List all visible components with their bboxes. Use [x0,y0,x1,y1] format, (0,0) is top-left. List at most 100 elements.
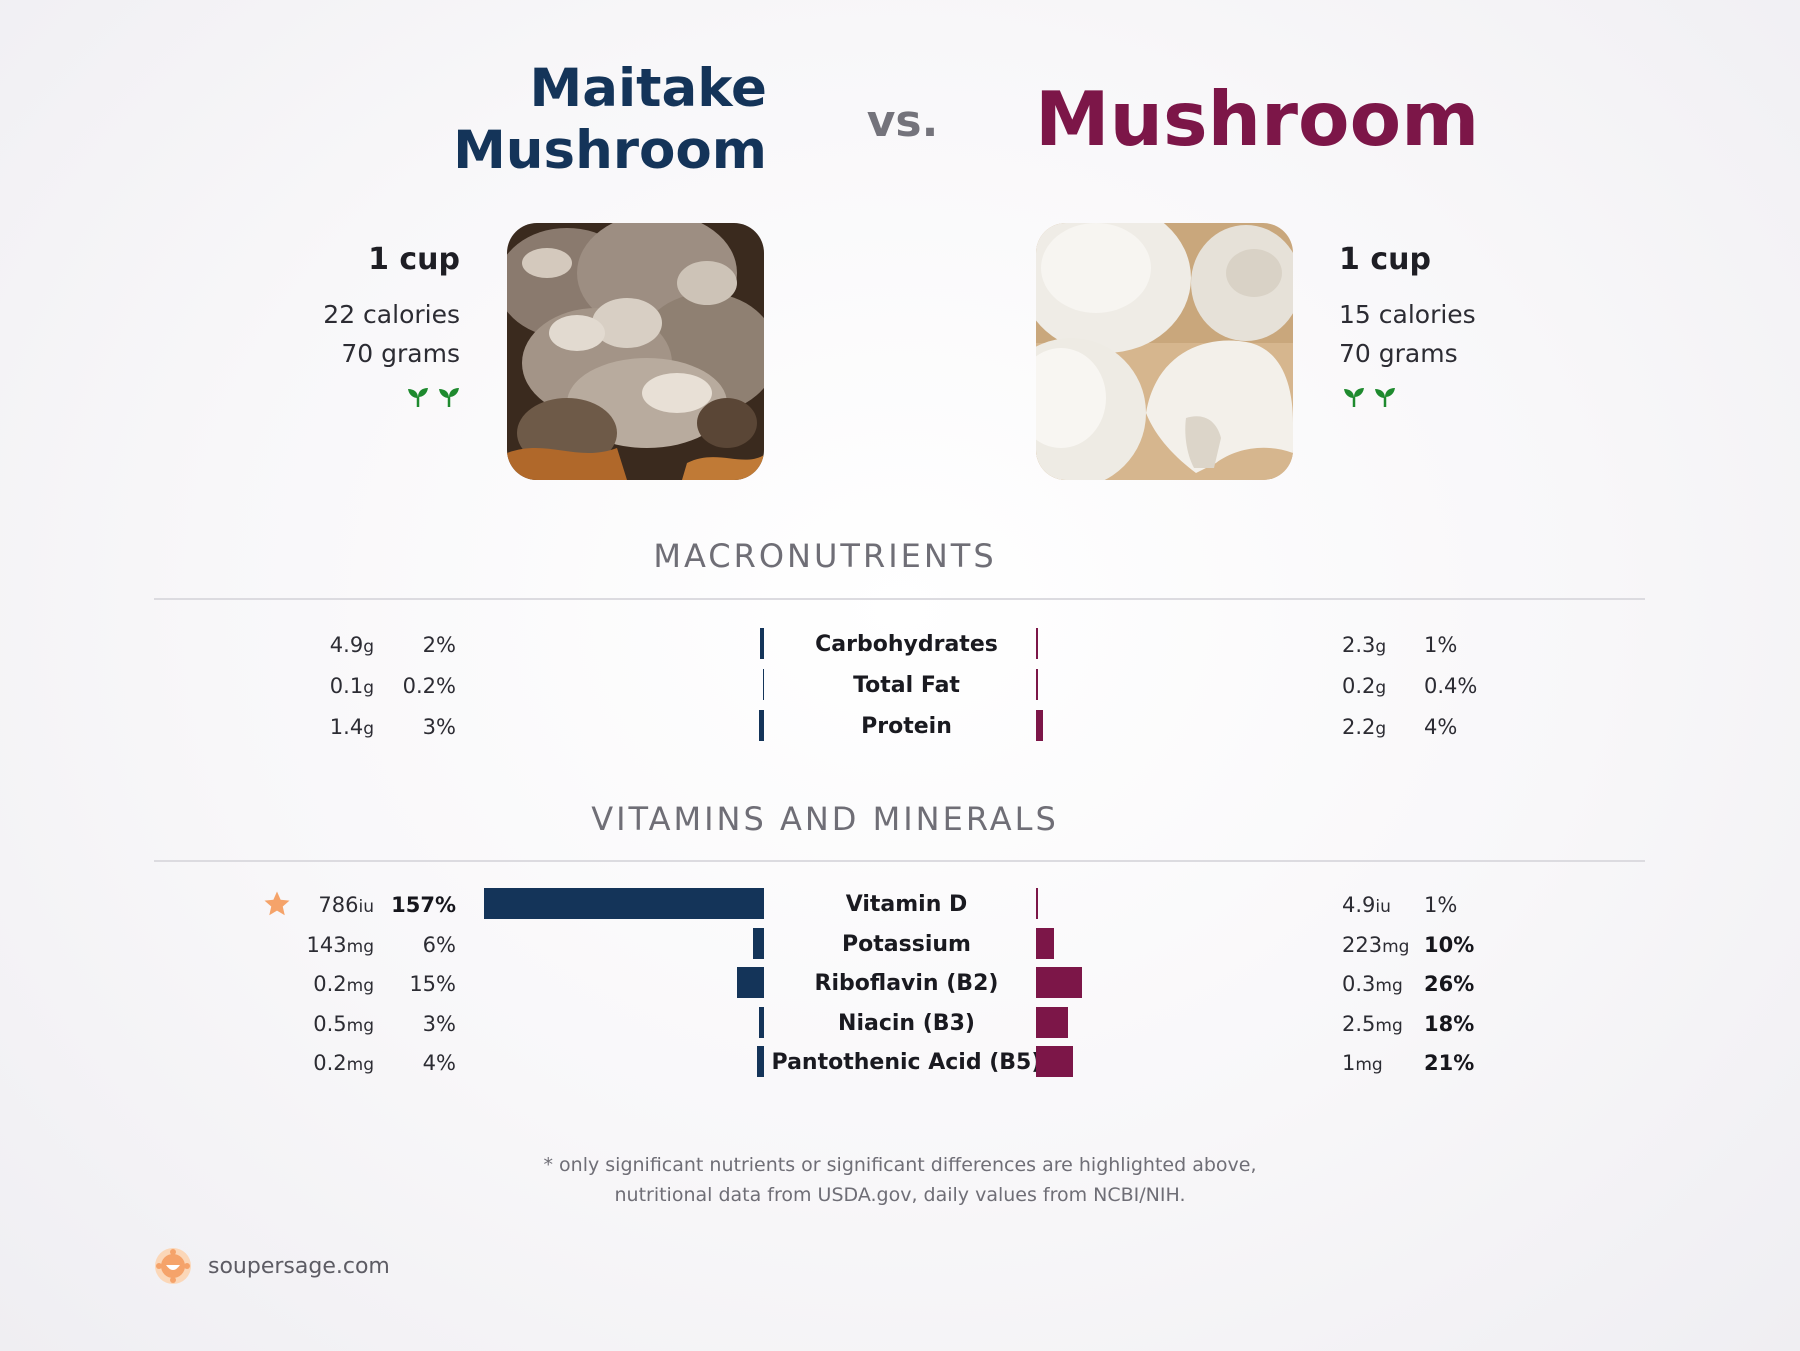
nutrient-label: Protein [861,714,952,739]
right-amount: 0.2g [1342,674,1386,698]
right-amount-unit: mg [1375,1015,1403,1036]
left-amount-unit: mg [346,936,374,957]
right-grams: 70 grams [1339,339,1458,368]
left-amount: 0.5mg [313,1012,374,1036]
left-food-title: Maitake Mushroom [300,58,767,182]
soupersage-logo-icon [153,1246,193,1290]
sprout-icon [1375,388,1396,407]
right-percent: 18% [1424,1011,1475,1036]
right-percent: 26% [1424,972,1475,996]
right-amount: 223mg [1342,933,1409,957]
right-percent: 4% [1424,715,1458,739]
left-amount-value: 786 [318,893,359,917]
left-amount-value: 0.2 [313,972,347,996]
right-amount-unit: iu [1375,897,1391,917]
right-bar [1036,1046,1074,1077]
right-percent: 0.4% [1424,674,1478,698]
right-bar [1036,628,1038,659]
star-icon [262,889,292,923]
nutrient-label: Carbohydrates [815,632,998,657]
left-bar [758,1006,764,1038]
right-amount: 2.2g [1342,715,1386,739]
left-percent: 4% [422,1051,456,1075]
left-bar [753,927,764,959]
nutrient-row: 0.5mg 3% Niacin (B3) 2.5mg 18% [0,1004,1800,1044]
left-percent: 3% [422,1011,456,1036]
right-calories: 15 calories [1339,300,1476,329]
right-amount-value: 223 [1342,932,1383,957]
vitamins-minerals-title: VITAMINS AND MINERALS [591,800,1059,838]
right-amount: 1mg [1342,1051,1383,1075]
right-amount: 2.3g [1342,633,1386,657]
nutrient-row: 0.2mg 4% Pantothenic Acid (B5) 1mg 21% [0,1043,1800,1083]
right-bar [1036,888,1038,919]
right-amount-value: 2.3 [1342,633,1376,657]
left-vegan-icons [160,386,460,412]
left-amount-value: 143 [306,932,347,957]
left-amount: 1.4g [330,715,374,739]
left-percent: 3% [422,715,456,739]
left-bar [484,888,764,919]
brand-name: soupersage.com [208,1254,390,1279]
sprout-icon [439,388,459,407]
nutrient-row: 786iu 157% Vitamin D 4.9iu 1% [0,885,1800,925]
left-bar [756,1046,764,1077]
right-amount-unit: mg [1355,1055,1383,1075]
sprout-icon [407,388,428,407]
left-amount: 0.2mg [313,972,374,996]
left-amount-unit: mg [346,1015,374,1036]
macronutrients-divider [154,598,1645,600]
right-amount-value: 2.2 [1342,715,1376,739]
left-amount-value: 0.1 [329,674,364,698]
left-amount-unit: g [363,678,374,698]
right-amount: 0.3mg [1342,972,1403,996]
nutrient-label: Vitamin D [845,892,968,917]
right-bar [1036,927,1054,959]
left-calories: 22 calories [323,300,460,329]
right-percent: 10% [1424,932,1475,957]
right-amount-value: 1 [1342,1051,1356,1075]
left-title-line2: Mushroom [453,120,767,181]
vs-label: vs. [866,96,939,147]
right-amount-unit: g [1375,678,1387,698]
left-amount: 786iu [318,893,374,917]
right-amount-unit: g [1375,719,1387,739]
left-percent: 15% [409,972,456,996]
right-amount-unit: g [1375,637,1387,657]
left-percent: 2% [422,633,456,657]
right-percent: 1% [1424,893,1458,917]
right-amount-unit: mg [1382,936,1410,957]
left-amount-value: 4.9 [329,633,364,657]
left-amount-value: 0.2 [313,1051,347,1075]
left-bar [737,967,764,998]
nutrient-label: Total Fat [853,673,960,698]
left-percent: 157% [391,893,456,917]
left-amount-unit: mg [346,1055,374,1075]
left-bar [758,710,764,741]
nutrient-label: Niacin (B3) [838,1010,975,1036]
left-bar [762,669,764,700]
nutrient-label: Riboflavin (B2) [814,971,999,996]
left-amount: 0.2mg [313,1051,374,1075]
right-bar [1036,710,1044,741]
left-amount: 143mg [307,933,374,957]
right-amount-value: 0.2 [1342,674,1376,698]
sprout-icon [1344,388,1364,407]
nutrient-row: 1.4g 3% Protein 2.2g 4% [0,707,1800,747]
left-amount-value: 1.4 [329,715,364,739]
nutrient-label: Pantothenic Acid (B5) [771,1050,1042,1075]
left-amount-unit: g [363,719,374,739]
right-amount-value: 2.5 [1342,1011,1376,1036]
footnote-line2: nutritional data from USDA.gov, daily va… [614,1184,1186,1206]
right-amount-value: 0.3 [1342,972,1376,996]
left-amount-unit: iu [358,897,375,917]
right-bar [1036,967,1083,998]
right-bar [1036,1006,1069,1038]
nutrient-row: 0.2mg 15% Riboflavin (B2) 0.3mg 26% [0,964,1800,1004]
right-amount: 2.5mg [1342,1012,1403,1036]
left-percent: 6% [422,932,456,957]
left-amount: 4.9g [330,633,374,657]
macronutrients-title: MACRONUTRIENTS [653,537,997,575]
left-amount: 0.1g [330,674,374,698]
left-title-line1: Maitake [529,58,767,119]
